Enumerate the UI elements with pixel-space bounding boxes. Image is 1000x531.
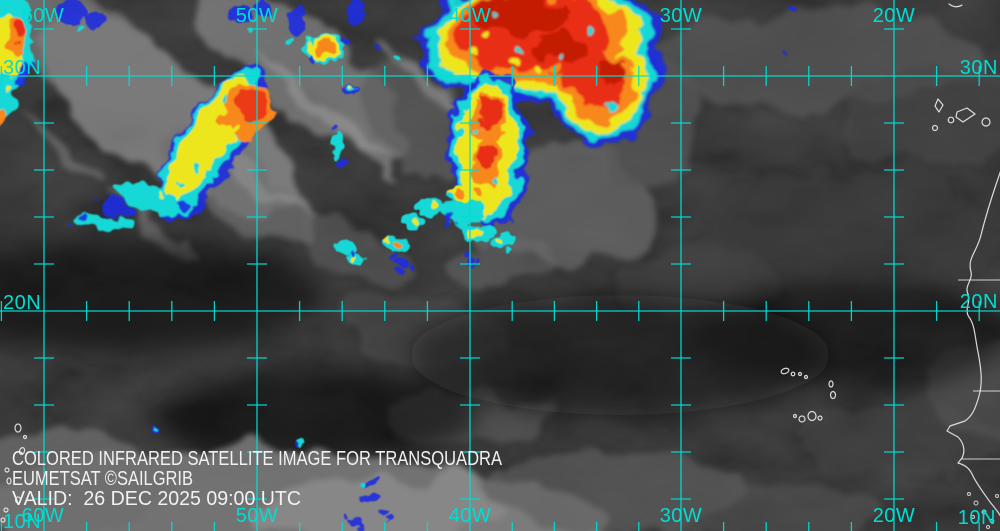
- caption-credit: EUMETSAT ©SAILGRIB: [12, 468, 193, 490]
- lat-label-left-20n: 20N: [3, 292, 41, 314]
- grid-ticks: [0, 28, 980, 531]
- canary-islands: [931, 98, 991, 132]
- lon-label-top-60w: 60W: [22, 5, 65, 27]
- lon-label-bottom-40w: 40W: [449, 505, 492, 527]
- lat-label-right-30n: 30N: [960, 57, 998, 79]
- lon-label-top-40w: 40W: [449, 5, 492, 27]
- lon-label-bottom-20w: 20W: [873, 505, 916, 527]
- caption-valid-time: VALID: 26 DEC 2025 09:00 UTC: [12, 488, 301, 510]
- lat-label-left-10n: 10N: [3, 511, 41, 531]
- guinea-islets: [967, 492, 999, 529]
- lon-label-top-20w: 20W: [873, 5, 916, 27]
- africa-coastline: [946, 171, 1000, 517]
- madeira-outline: [948, 3, 963, 8]
- coastline-overlay: [0, 3, 1000, 529]
- caption-title: COLORED INFRARED SATELLITE IMAGE FOR TRA…: [12, 448, 503, 470]
- lesser-antilles: [0, 423, 28, 523]
- convection-band-northwest: [0, 0, 272, 232]
- lon-label-bottom-50w: 50W: [236, 505, 279, 527]
- lon-label-top-50w: 50W: [236, 5, 279, 27]
- lat-label-right-10n: 10N: [958, 507, 996, 529]
- cape-verde-islands: [780, 367, 837, 423]
- lon-label-top-30w: 30W: [660, 5, 703, 27]
- lon-label-bottom-60w: 60W: [22, 505, 65, 527]
- lat-label-left-30n: 30N: [3, 57, 41, 79]
- lat-label-right-20n: 20N: [960, 291, 998, 313]
- dark-ocean-patches: [0, 240, 1000, 460]
- caption-block: COLORED INFRARED SATELLITE IMAGE FOR TRA…: [12, 448, 503, 510]
- convection-system-main: [420, 0, 664, 146]
- grid-labels: 60W 50W 40W 30W 20W 60W 50W 40W 30W 20W …: [3, 5, 998, 531]
- lon-label-bottom-30w: 30W: [660, 505, 703, 527]
